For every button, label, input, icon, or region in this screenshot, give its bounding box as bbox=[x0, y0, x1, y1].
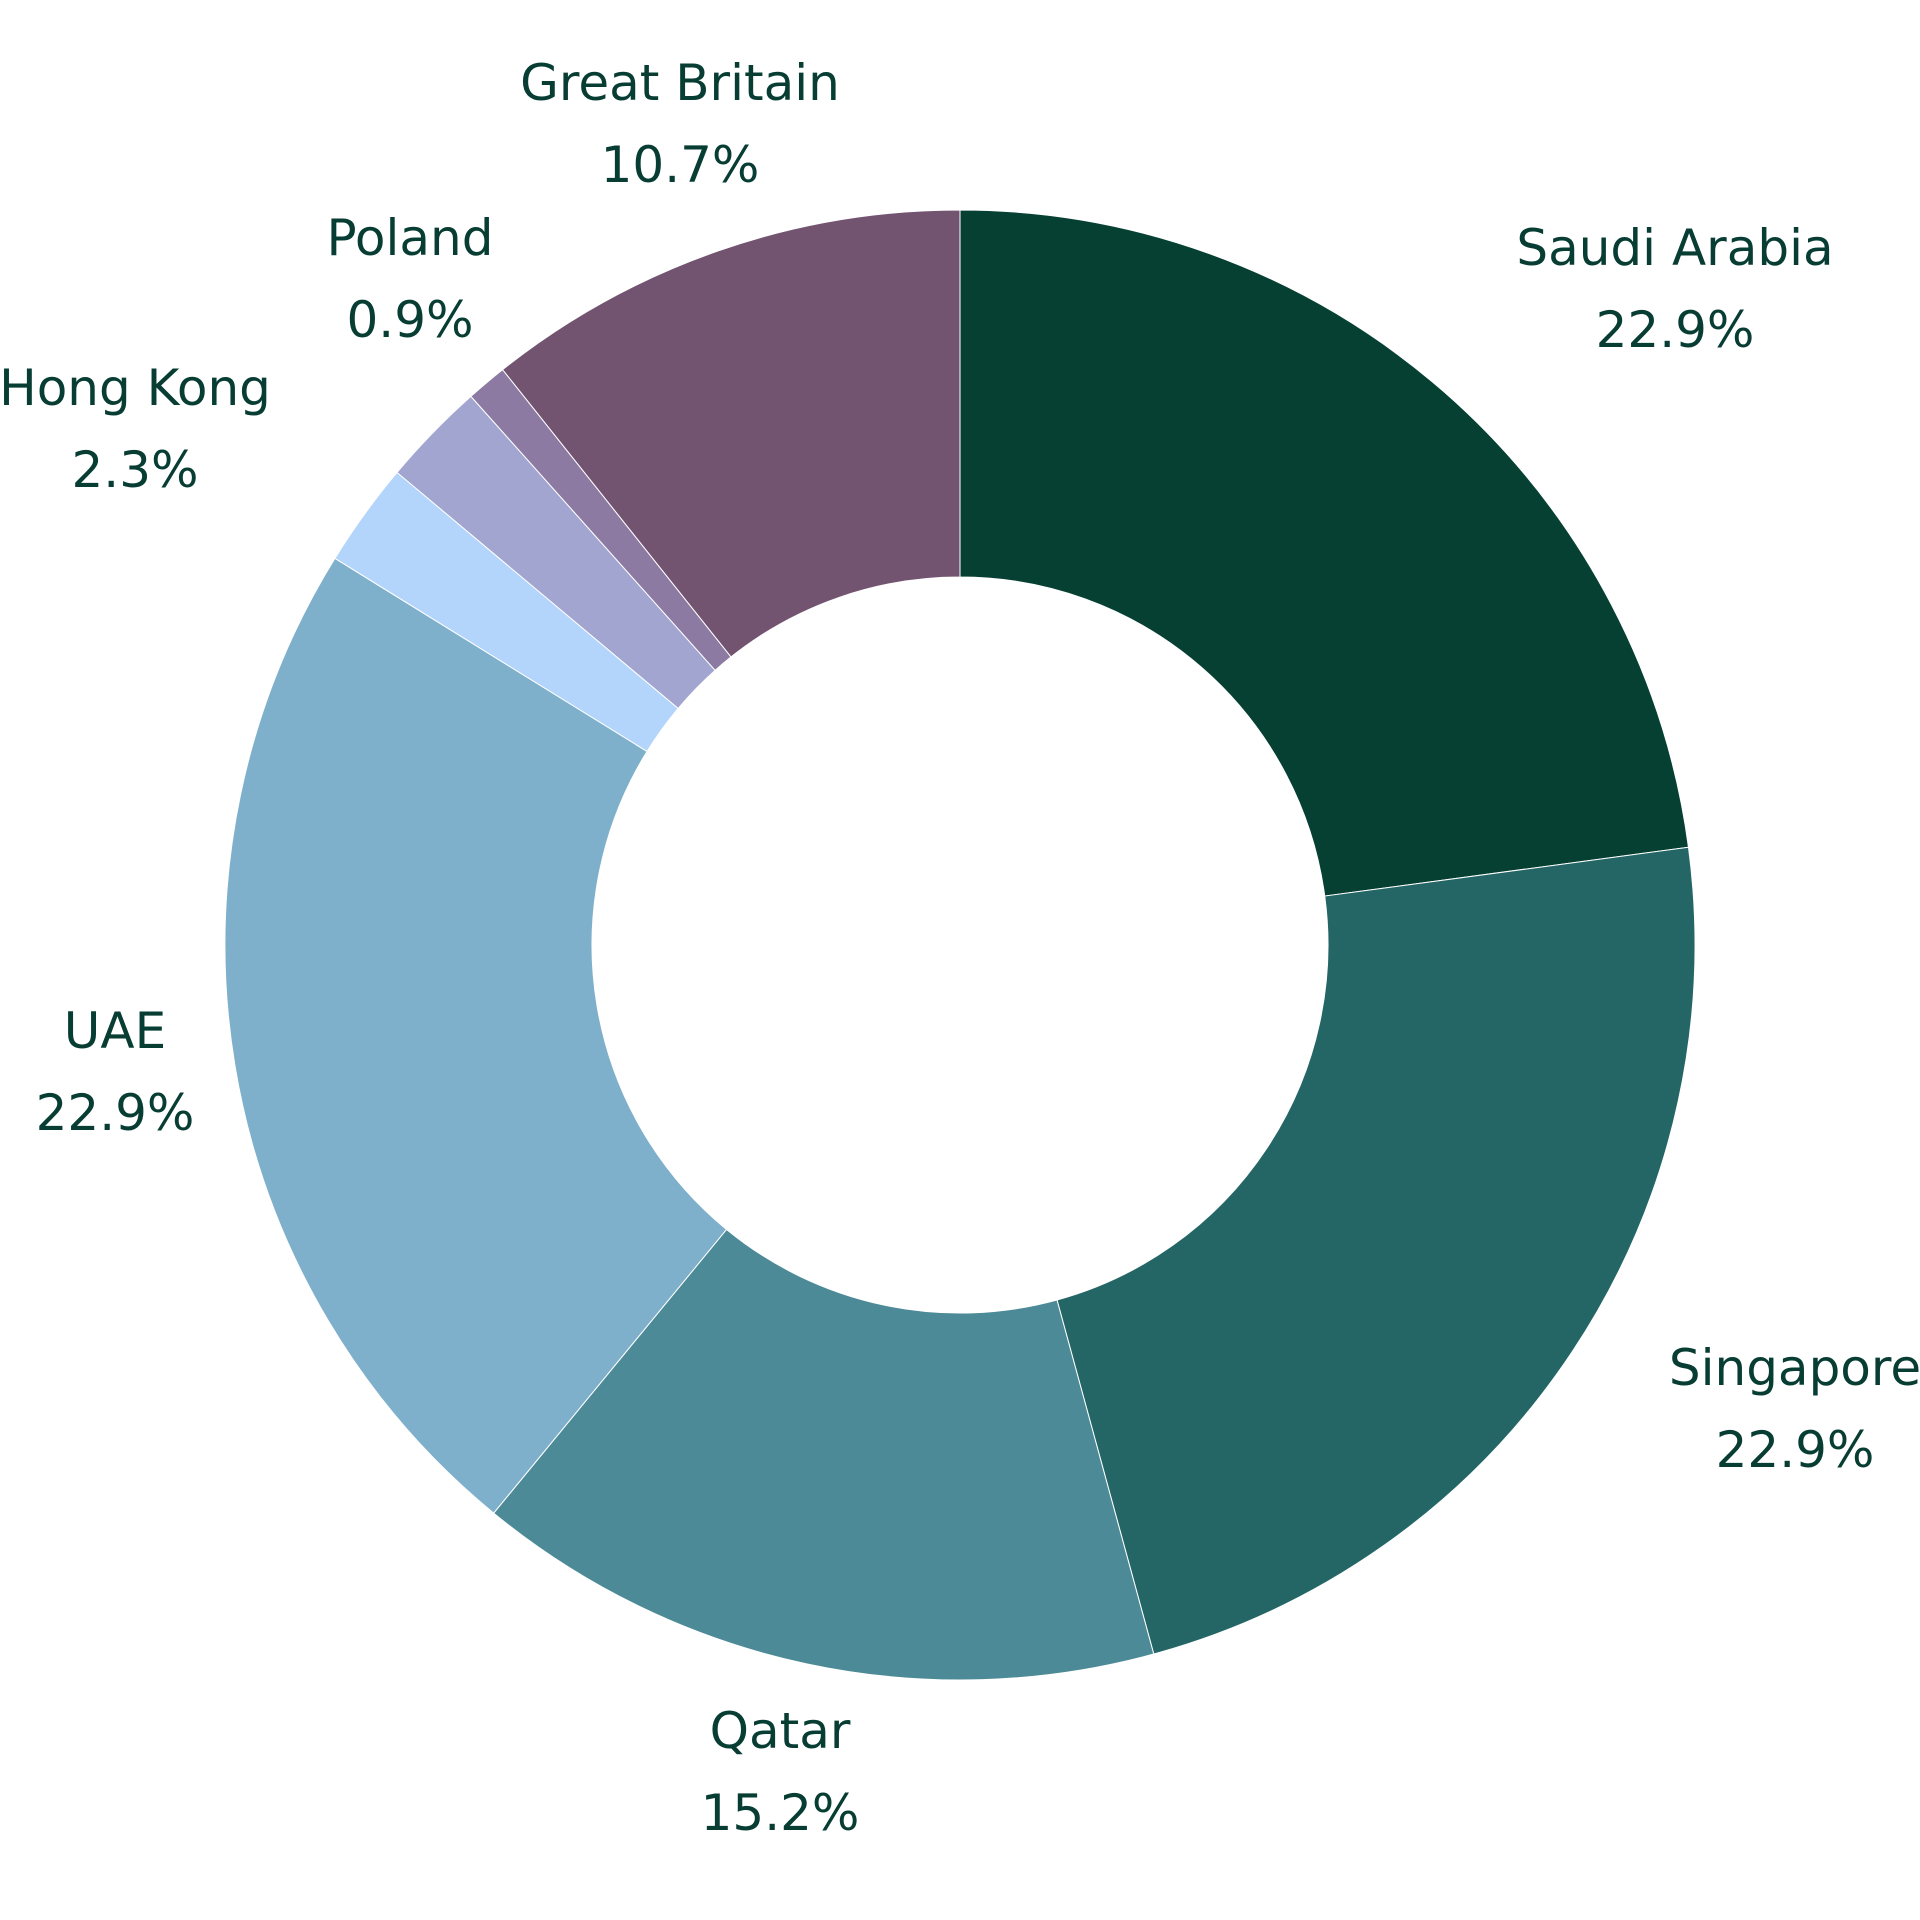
label-singapore: Singapore bbox=[1669, 1339, 1920, 1397]
slice-qatar bbox=[492, 1228, 1155, 1681]
slice-great-britain bbox=[501, 209, 961, 658]
value-label-great-britain: 10.7% bbox=[601, 136, 760, 194]
slices-group bbox=[224, 209, 1696, 1681]
label-qatar: Qatar bbox=[710, 1702, 851, 1760]
value-label-singapore: 22.9% bbox=[1716, 1421, 1875, 1479]
labels-group: Saudi Arabia 22.9% Singapore 22.9% Qatar 15.2… bbox=[0, 54, 1920, 1842]
slice-saudi-arabia bbox=[959, 209, 1690, 897]
value-label-poland: 0.9% bbox=[346, 291, 473, 349]
value-label-saudi-arabia: 22.9% bbox=[1596, 301, 1755, 359]
label-saudi-arabia: Saudi Arabia bbox=[1516, 219, 1833, 277]
label-hong-kong: Hong Kong bbox=[0, 359, 271, 417]
value-label-hong-kong: 2.3% bbox=[71, 441, 198, 499]
slice-uae bbox=[224, 557, 728, 1514]
label-poland: Poland bbox=[327, 209, 494, 267]
slice-singapore bbox=[1056, 846, 1696, 1655]
label-uae: UAE bbox=[64, 1002, 166, 1060]
value-label-qatar: 15.2% bbox=[701, 1784, 860, 1842]
value-label-uae: 22.9% bbox=[36, 1084, 195, 1142]
label-great-britain: Great Britain bbox=[520, 54, 840, 112]
